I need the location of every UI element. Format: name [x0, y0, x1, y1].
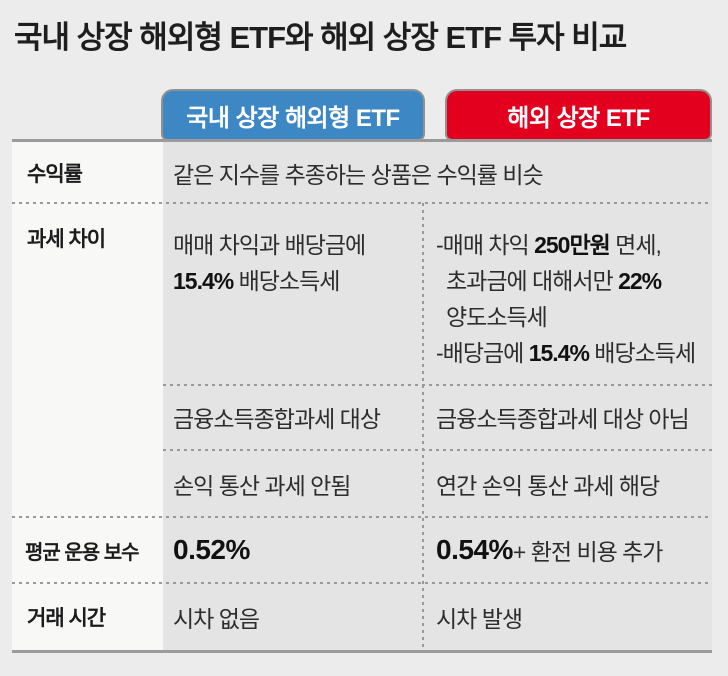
row-yield-merged-cell: 같은 지수를 추종하는 상품은 수익률 비슷: [173, 161, 544, 188]
tax-sub1-overseas-cell: -매매 차익 250만원 면세, 초과금에 대해서만 22% 양도소득세 -배당…: [423, 203, 712, 385]
tax-sub1-overseas-line2: 초과금에 대해서만 22%: [446, 268, 662, 294]
tax-sub1-domestic-line1: 매매 차익과 배당금에: [173, 232, 366, 258]
tax-sub2-overseas-cell: 금융소득종합과세 대상 아님: [436, 406, 690, 432]
comparison-table: 수익률 같은 지수를 추종하는 상품은 수익률 비슷 과세 차이 매매 차익과 …: [12, 139, 712, 653]
row-hours-label: 거래 시간: [27, 607, 106, 630]
column-header-overseas-etf: 해외 상장 ETF: [447, 91, 710, 139]
label-column-background: [12, 142, 163, 650]
fee-overseas-cell: 0.54% + 환전 비용 추가: [436, 534, 663, 565]
divider-below-tax-sub1: [163, 384, 712, 386]
column-divider: [422, 203, 424, 650]
tax-sub3-overseas-cell: 연간 손익 통산 과세 해당: [436, 472, 660, 499]
divider-below-fee: [12, 582, 712, 584]
divider-below-yield: [12, 202, 712, 204]
column-header-domestic-etf: 국내 상장 해외형 ETF: [163, 91, 423, 139]
divider-below-tax-sub2: [163, 449, 712, 451]
tax-sub1-domestic-line2: 15.4% 배당소득세: [173, 268, 340, 294]
row-tax-sub2: 금융소득종합과세 대상 금융소득종합과세 대상 아님: [12, 385, 712, 449]
row-tax-sub3: 손익 통산 과세 안됨 연간 손익 통산 과세 해당: [12, 451, 712, 516]
row-hours: 거래 시간 시차 없음 시차 발생: [12, 584, 712, 650]
tax-sub2-domestic-cell: 금융소득종합과세 대상: [173, 406, 381, 432]
column-header-domestic-label: 국내 상장 해외형 ETF: [186, 104, 400, 132]
page-title: 국내 상장 해외형 ETF와 해외 상장 ETF 투자 비교: [14, 20, 627, 55]
row-yield: 수익률 같은 지수를 추종하는 상품은 수익률 비슷: [12, 142, 712, 203]
hours-overseas-cell: 시차 발생: [436, 606, 523, 632]
row-fee-label: 평균 운용 보수: [25, 541, 140, 564]
divider-below-tax: [12, 516, 712, 518]
row-tax-sub2-spacer: [12, 385, 163, 449]
tax-sub1-domestic-cell: 매매 차익과 배당금에 15.4% 배당소득세: [163, 203, 423, 385]
column-header-overseas-label: 해외 상장 ETF: [507, 104, 650, 132]
tax-sub3-domestic-cell: 손익 통산 과세 안됨: [173, 472, 351, 499]
tax-sub1-overseas-line4: -배당금에 15.4% 배당소득세: [436, 340, 696, 366]
tax-sub1-overseas-line1: -매매 차익 250만원 면세,: [436, 232, 662, 258]
row-tax-sub3-spacer: [12, 451, 163, 516]
row-tax-sub1: 과세 차이 매매 차익과 배당금에 15.4% 배당소득세 -매매 차익 250…: [12, 203, 712, 385]
fee-domestic-cell: 0.52%: [173, 534, 250, 565]
tax-sub1-overseas-line3: 양도소득세: [446, 304, 548, 330]
row-fee: 평균 운용 보수 0.52% 0.54% + 환전 비용 추가: [12, 518, 712, 582]
row-tax-label: 과세 차이: [27, 228, 106, 251]
hours-domestic-cell: 시차 없음: [173, 606, 260, 632]
row-yield-label: 수익률: [27, 162, 83, 186]
